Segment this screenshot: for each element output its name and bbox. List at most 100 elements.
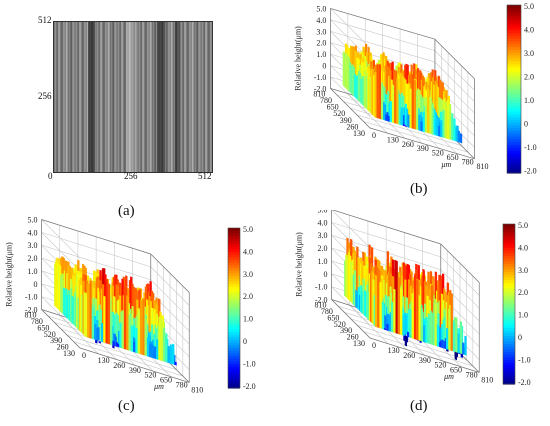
surface-cell bbox=[393, 288, 396, 334]
x-tick-label: 650 bbox=[160, 376, 172, 385]
surface-cell bbox=[107, 283, 111, 345]
surface-cell bbox=[407, 331, 410, 338]
axis-edge bbox=[369, 127, 475, 160]
colorbar-segment bbox=[503, 277, 515, 281]
surface-cell bbox=[436, 324, 440, 347]
colorbar-segment bbox=[228, 278, 240, 282]
surface-cell bbox=[396, 77, 399, 125]
surface-cell bbox=[442, 109, 445, 139]
colorbar-tick-label: -2.0 bbox=[524, 167, 537, 176]
surface-cell bbox=[130, 324, 134, 352]
x-tick-label: 390 bbox=[129, 366, 141, 375]
colorbar-segment bbox=[507, 153, 521, 157]
colorbar-segment bbox=[228, 385, 240, 389]
surface-cell bbox=[425, 316, 428, 344]
surface-cell bbox=[160, 318, 163, 362]
y-tick-label: 520 bbox=[44, 330, 56, 339]
colorbar-segment bbox=[503, 306, 515, 310]
colorbar-segment bbox=[507, 16, 521, 20]
surface-cell bbox=[114, 345, 118, 347]
colorbar-tick-label: 4.0 bbox=[518, 243, 528, 252]
z-tick-label: 1.0 bbox=[316, 50, 326, 59]
surface-cell bbox=[434, 303, 437, 347]
surface-cell bbox=[391, 84, 395, 124]
x-tick-label: 260 bbox=[402, 140, 414, 149]
surface-cell bbox=[149, 343, 152, 358]
colorbar-frame bbox=[506, 4, 522, 174]
colorbar-segment bbox=[507, 100, 521, 104]
colorbar-segment bbox=[507, 44, 521, 48]
axis-edge bbox=[41, 219, 151, 255]
z-tick-label: 5.0 bbox=[316, 4, 326, 13]
colorbar-segment bbox=[228, 380, 240, 384]
colorbar-segment bbox=[228, 374, 240, 378]
colorbar-segment bbox=[507, 156, 521, 160]
axis-edge bbox=[369, 337, 480, 373]
z-tick-label: -1.0 bbox=[314, 73, 327, 82]
surface-cell bbox=[378, 64, 381, 120]
colorbar-segment bbox=[503, 269, 515, 273]
colorbar-tick-label: 5.0 bbox=[518, 221, 528, 230]
z-tick-label: 3.0 bbox=[316, 27, 326, 36]
dark-band-2 bbox=[157, 22, 165, 172]
surface-cell bbox=[374, 274, 378, 328]
y-tick-label: 260 bbox=[347, 333, 359, 342]
z-tick-label: 4.0 bbox=[318, 218, 328, 227]
surface-cell bbox=[420, 308, 424, 342]
surface-cell bbox=[449, 103, 452, 140]
surface-cell bbox=[416, 279, 419, 341]
colorbar-segment bbox=[503, 360, 515, 364]
colorbar-segment bbox=[503, 320, 515, 324]
colorbar-segment bbox=[503, 266, 515, 270]
surface-cell bbox=[400, 288, 403, 336]
surface-cell bbox=[162, 327, 166, 362]
colorbar-segment bbox=[503, 232, 515, 236]
colorbar-segment bbox=[228, 257, 240, 261]
surface-cell bbox=[379, 281, 382, 329]
x-tick-label: 650 bbox=[450, 366, 462, 375]
panel-a-origin: 0 bbox=[48, 171, 53, 181]
colorbar-segment bbox=[507, 5, 521, 9]
colorbar-segment bbox=[228, 244, 240, 248]
colorbar-segment bbox=[503, 226, 515, 230]
surface-cell bbox=[137, 310, 140, 355]
colorbar-tick-label: -2.0 bbox=[518, 378, 531, 387]
colorbar-segment bbox=[228, 310, 240, 314]
colorbar-segment bbox=[503, 245, 515, 249]
surface-cell bbox=[453, 118, 456, 142]
surface-cell bbox=[400, 107, 403, 126]
surface-cell bbox=[416, 95, 419, 131]
svg-d-labels: 5.04.03.02.01.00-1.0-2.08107806505203902… bbox=[295, 206, 494, 385]
surface-cell bbox=[423, 324, 426, 343]
x-tick-label: 520 bbox=[144, 371, 156, 380]
colorbar-tick-label: 1.0 bbox=[518, 311, 528, 320]
colorbar-segment bbox=[507, 86, 521, 90]
colorbar-segment bbox=[228, 292, 240, 296]
panel-a: 512 256 0 256 512 (a) bbox=[0, 0, 275, 225]
panel-b-caption: (b) bbox=[410, 181, 428, 197]
surface-cell bbox=[439, 341, 442, 348]
panel-c: 5.0 4.0 3.0 2.0 1.0 0 -1.0 -2.0 810 780 650 520 390 2… bbox=[0, 210, 275, 421]
surface-cell bbox=[411, 293, 414, 339]
panel-a-ytick-top: 512 bbox=[38, 15, 52, 25]
colorbar-segment bbox=[507, 33, 521, 37]
surface-cell bbox=[100, 322, 104, 343]
surface-cell bbox=[123, 287, 127, 350]
colorbar-segment bbox=[507, 7, 521, 12]
colorbar-segment bbox=[503, 368, 515, 372]
colorbar-segment bbox=[507, 119, 521, 124]
colorbar-tick-label: 3.0 bbox=[518, 266, 528, 275]
surface-cell bbox=[174, 361, 177, 366]
colorbar-segment bbox=[507, 159, 521, 163]
surface-cell bbox=[84, 292, 88, 338]
x-tick-label: 520 bbox=[432, 149, 444, 158]
colorbar-segment bbox=[503, 237, 515, 241]
colorbar-segment bbox=[228, 318, 240, 322]
colorbar-segment bbox=[503, 336, 515, 340]
surface-cell bbox=[146, 336, 150, 357]
surface-cell bbox=[444, 101, 447, 139]
colorbar-segment bbox=[503, 274, 515, 278]
surface-cell bbox=[431, 103, 434, 135]
colorbar-segment bbox=[507, 89, 521, 93]
surface-cell bbox=[139, 299, 143, 355]
